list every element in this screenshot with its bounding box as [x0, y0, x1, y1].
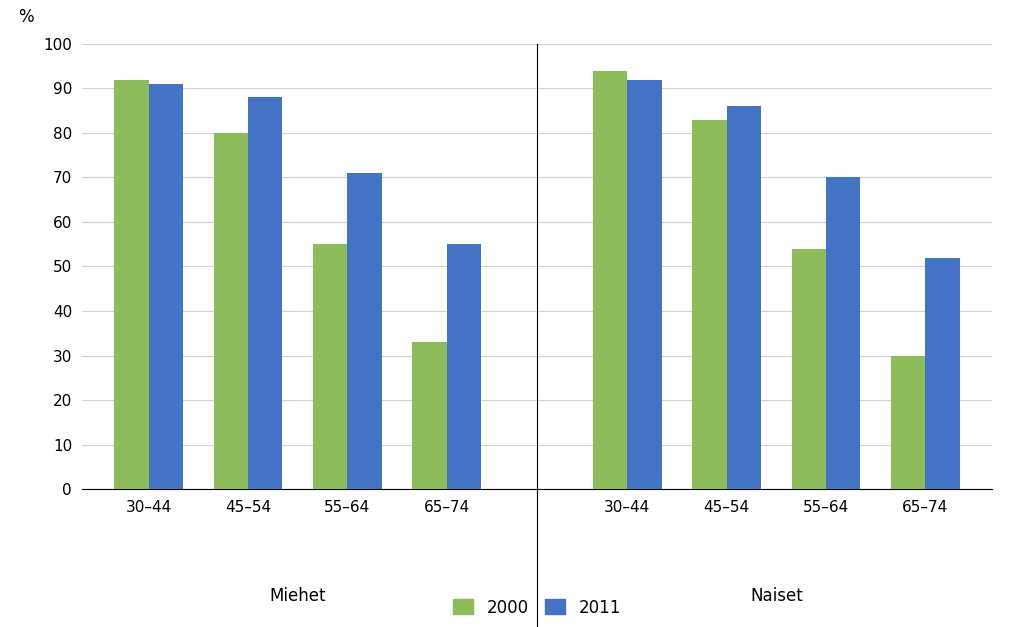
Bar	[214, 133, 248, 489]
Bar	[693, 120, 726, 489]
Bar	[248, 97, 282, 489]
Bar	[313, 244, 348, 489]
Legend: 2000, 2011: 2000, 2011	[446, 592, 628, 623]
Bar	[827, 177, 860, 489]
Bar	[593, 71, 627, 489]
Bar	[926, 258, 960, 489]
Bar	[447, 244, 481, 489]
Bar	[792, 249, 827, 489]
Text: Miehet: Miehet	[269, 587, 326, 605]
Bar	[412, 342, 447, 489]
Text: %: %	[18, 8, 34, 26]
Bar	[115, 80, 148, 489]
Bar	[891, 356, 926, 489]
Bar	[726, 106, 761, 489]
Bar	[627, 80, 662, 489]
Bar	[148, 84, 183, 489]
Bar	[348, 173, 382, 489]
Text: Naiset: Naiset	[750, 587, 803, 605]
